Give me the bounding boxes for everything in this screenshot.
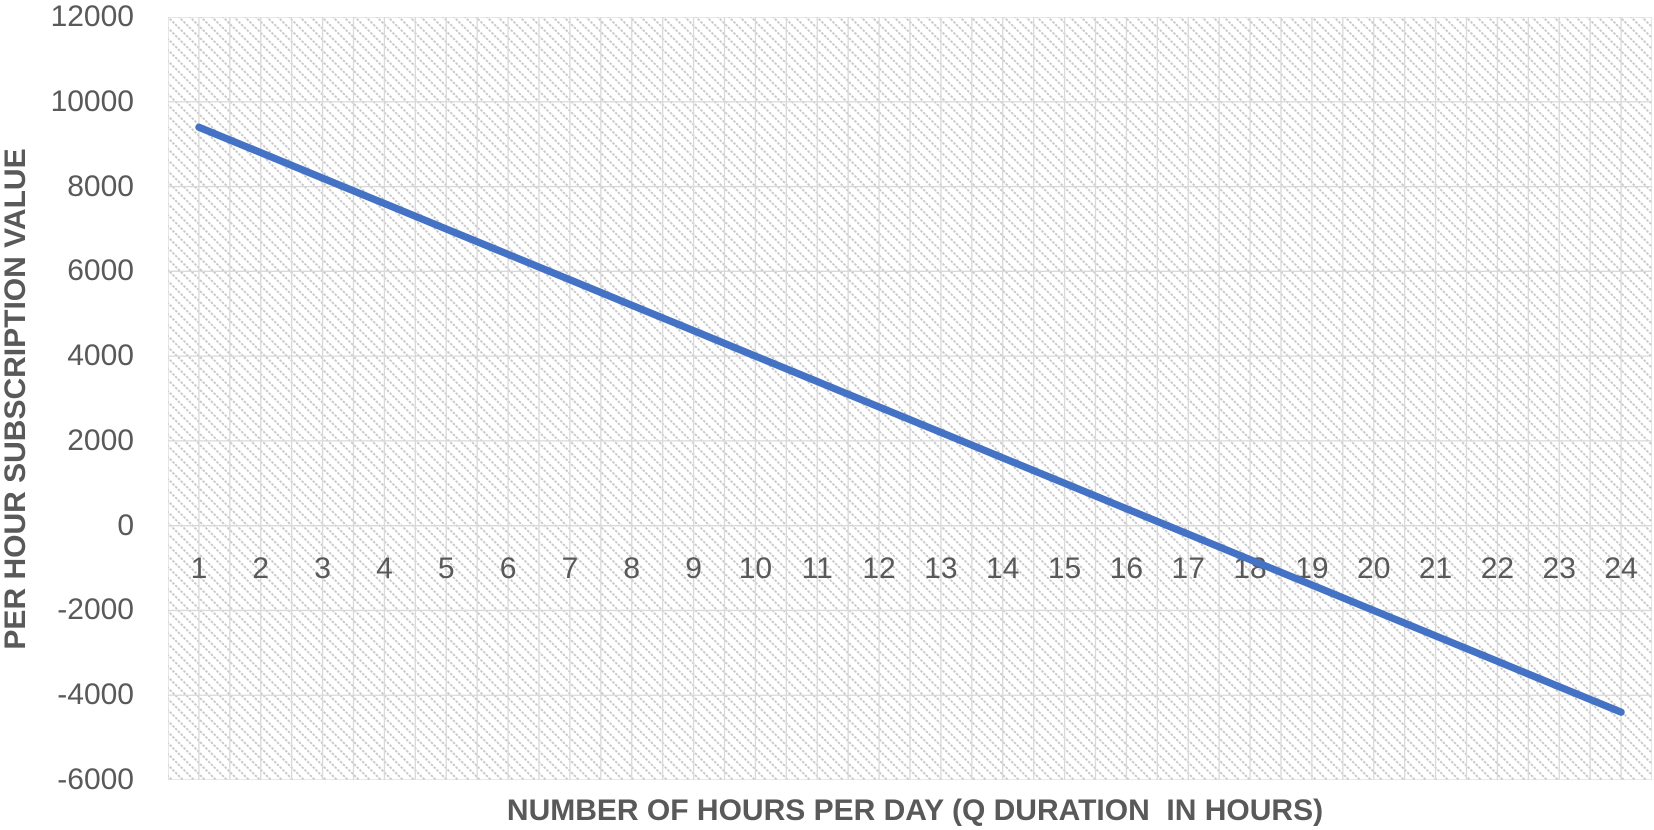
x-tick-label: 3 [314,551,331,585]
x-tick-label: 10 [738,551,773,585]
x-tick-label: 23 [1542,551,1576,585]
x-tick-label: 15 [1047,551,1082,585]
x-tick-label: 16 [1109,551,1144,585]
x-tick-label: 4 [376,551,393,585]
y-tick-label: 4000 [67,339,134,373]
y-tick-label: 8000 [67,169,134,203]
plot-background-and-gridlines [168,17,1652,780]
x-tick-label: 24 [1604,551,1638,585]
series-line [195,123,1625,716]
x-axis-title: NUMBER OF HOURS PER DAY (Q DURATION IN H… [506,794,1324,827]
x-tick-label: 12 [862,551,896,585]
y-tick-label: 10000 [50,84,134,118]
y-axis-title-text: PER HOUR SUBSCRIPTION VALUE [0,148,32,650]
y-tick-label: 0 [117,508,134,542]
x-tick-label: 22 [1480,551,1515,585]
x-tick-label: 20 [1357,551,1391,585]
x-tick-label: 13 [924,551,958,585]
plot-area: 1 2 3 4 5 6 7 8 9 10 11 12 13 14 15 16 17 18 19 20 21 22 23 24 [168,17,1652,780]
x-tick-label: 8 [623,551,641,585]
x-tick-label: 21 [1418,551,1453,585]
y-tick-label: -2000 [57,593,134,627]
x-tick-label: 11 [801,551,833,585]
x-tick-label: 2 [252,551,270,585]
y-tick-label: 2000 [67,423,134,457]
x-axis-tick-labels: 1 2 3 4 5 6 7 8 9 10 11 12 13 14 15 16 17 18 19 20 21 22 23 24 [168,17,1652,780]
y-tick-label: -4000 [57,678,134,712]
x-tick-label: 7 [561,551,579,585]
y-tick-label: 6000 [67,254,134,288]
y-tick-label: -6000 [57,763,134,796]
x-tick-label: 14 [986,551,1020,585]
x-tick-label: 9 [685,551,702,585]
data-line-series [195,123,1625,716]
x-tick-label: 17 [1171,551,1205,585]
x-tick-label: 5 [437,551,455,585]
x-tick-label: 1 [190,551,208,585]
y-tick-label: 12000 [50,0,134,33]
x-tick-label: 6 [499,551,517,585]
